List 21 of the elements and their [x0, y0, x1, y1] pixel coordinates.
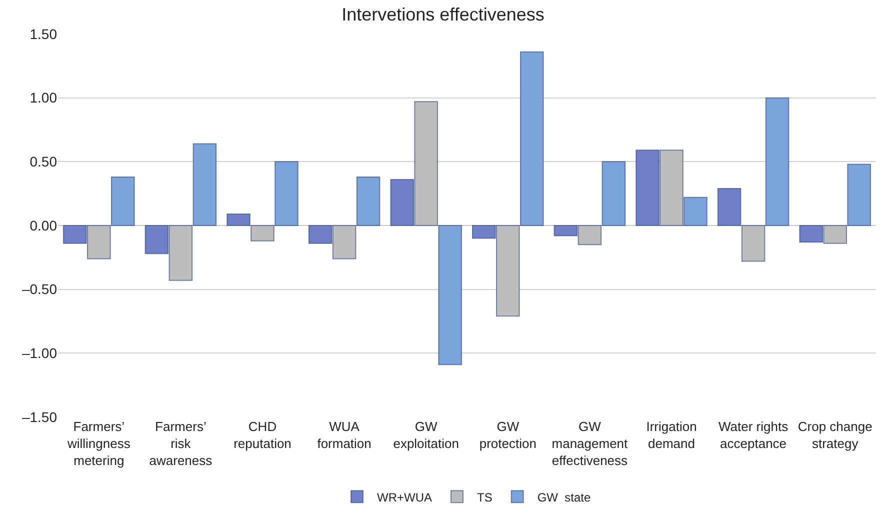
x-tick-label: Water rights acceptance: [718, 419, 789, 451]
legend-label: TS: [477, 490, 492, 504]
y-tick-label: –0.50: [22, 281, 58, 298]
x-tick-label: WUA formation: [317, 419, 372, 451]
legend-label: GW state: [537, 490, 592, 504]
x-tick-label: Farmers’ risk awareness: [149, 419, 213, 468]
chart-title: Intervetions effectiveness: [342, 4, 544, 24]
x-tick-label: GW management effectiveness: [552, 419, 628, 468]
x-tick-label: CHD reputation: [234, 419, 292, 451]
x-tick-label: Farmers’ willingness metering: [66, 419, 131, 468]
x-tick-label: GW protection: [479, 419, 536, 451]
x-tick-label: GW exploitation: [393, 419, 459, 451]
x-tick-label: Crop change strategy: [798, 419, 872, 451]
y-tick-label: 0.00: [30, 217, 58, 234]
legend-label: WR+WUA: [377, 490, 432, 504]
x-tick-label: Irrigation demand: [646, 419, 697, 451]
y-tick-label: 1.50: [30, 26, 58, 42]
y-tick-label: 0.50: [30, 154, 58, 170]
y-tick-label: 1.00: [30, 90, 58, 106]
y-tick-label: –1.00: [22, 345, 58, 362]
y-tick-label: –1.50: [22, 408, 58, 425]
